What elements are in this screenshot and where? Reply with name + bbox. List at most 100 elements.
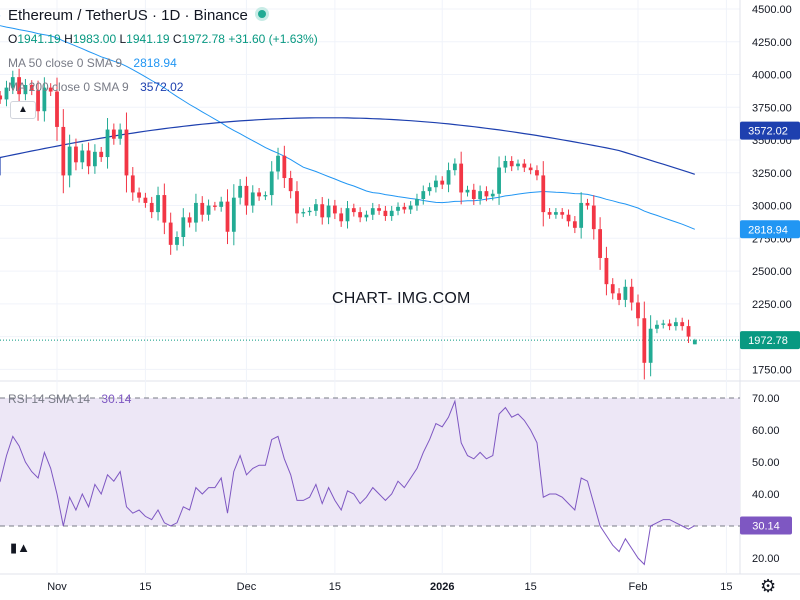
candle-body (408, 205, 413, 210)
market-status-dot (257, 10, 266, 18)
price-label-box (740, 331, 800, 350)
candle-body (471, 189, 476, 199)
settings-gear-button[interactable]: ⚙ (760, 576, 776, 597)
candle-body (667, 323, 672, 327)
ma200-legend[interactable]: MA 200 close 0 SMA 9 3572.02 (8, 80, 183, 94)
candle-body (194, 202, 198, 223)
rsi-legend[interactable]: RSI 14 SMA 14 30.14 (8, 392, 131, 406)
candle-body (642, 318, 647, 363)
rsi-tick-label: 50.00 (752, 457, 780, 469)
ma200-label: MA 200 close 0 SMA 9 (8, 80, 129, 94)
candle-body (86, 150, 91, 167)
ma50-line (0, 15, 695, 230)
candle-body (572, 221, 577, 228)
candle-body (4, 87, 9, 100)
candle-body (383, 210, 388, 217)
candle-body (181, 217, 186, 237)
price-tick-label: 3000.00 (752, 201, 792, 213)
rsi-band (0, 398, 740, 526)
rsi-line (0, 399, 696, 566)
candle-body (623, 286, 628, 300)
ma50-legend[interactable]: MA 50 close 0 SMA 9 2818.94 (8, 56, 177, 70)
candle-body (118, 129, 123, 139)
candle-body (440, 180, 445, 185)
candle-body (389, 210, 394, 217)
candle-body (598, 229, 603, 258)
candle-body (206, 205, 211, 215)
candle-body (434, 180, 438, 188)
candle-body (36, 90, 40, 112)
candle-body (149, 202, 154, 213)
candle-body (566, 214, 571, 222)
candle-body (648, 328, 653, 363)
candle-body (452, 163, 457, 171)
candle-body (686, 326, 691, 337)
candle-body (99, 151, 104, 158)
candle-body (541, 175, 546, 213)
candle-body (130, 175, 135, 193)
candle-body (459, 163, 464, 193)
candle-body (351, 208, 356, 213)
price-tick-label: 3250.00 (752, 168, 792, 180)
candle-body (10, 77, 15, 88)
candle-body (636, 302, 640, 319)
candle-body (490, 193, 495, 197)
candle-body (187, 217, 192, 223)
price-labels: 3572.02 2818.94 1972.78 30.14 (740, 121, 800, 535)
change-value: +31.60 (+1.63%) (228, 32, 318, 46)
candle-body (23, 85, 28, 95)
candle-body (377, 208, 381, 211)
candle-body (579, 202, 584, 228)
symbol-title[interactable]: Ethereum / TetherUS · 1D · Binance (8, 7, 266, 24)
candle-body (497, 167, 501, 194)
candle-body (478, 191, 483, 199)
candles (0, 68, 697, 380)
candle-body (661, 323, 666, 325)
candle-body (80, 150, 85, 163)
watermark: CHART- IMG.COM (332, 290, 471, 307)
ma50-value: 2818.94 (133, 56, 177, 70)
tradingview-logo[interactable]: ▮▲ (10, 540, 38, 560)
time-tick-label: Nov (47, 581, 67, 593)
candle-body (250, 192, 255, 206)
candle-body (282, 155, 287, 179)
candle-body (244, 185, 249, 206)
collapse-legend-button[interactable]: ▲ (10, 101, 36, 119)
candle-body (17, 77, 22, 95)
candle-body (516, 163, 520, 167)
candle-body (92, 151, 97, 167)
candle-body (339, 213, 344, 222)
rsi-pane (0, 397, 740, 566)
candle-body (655, 324, 659, 329)
candle-body (156, 195, 160, 213)
price-axis[interactable]: 1750.002000.002250.002500.002750.003000.… (752, 4, 792, 565)
candle-body (560, 212, 565, 215)
rsi-tick-label: 20.00 (752, 553, 780, 565)
candle-body (370, 208, 375, 215)
candle-body (168, 222, 173, 245)
candle-body (137, 192, 141, 198)
price-tick-label: 3750.00 (752, 102, 792, 114)
rsi-tick-label: 40.00 (752, 489, 780, 501)
candle-body (415, 199, 419, 206)
candle-body (55, 91, 59, 127)
candle-body (345, 208, 350, 222)
candle-body (364, 214, 369, 218)
candle-body (396, 206, 400, 211)
ma200-line (0, 117, 695, 176)
low-label: L (119, 32, 127, 46)
candle-body (617, 293, 621, 300)
candle-body (263, 195, 268, 197)
candle-body (465, 189, 470, 193)
price-tick-label: 2500.00 (752, 266, 792, 278)
gear-icon: ⚙ (760, 576, 777, 596)
rsi-label: RSI 14 SMA 14 (8, 392, 91, 406)
high-label: H (64, 32, 73, 46)
time-axis[interactable]: Nov 15 Dec 15 2026 15 Feb 15 (47, 581, 732, 593)
open-label: O (8, 32, 18, 46)
close-label: C (172, 32, 182, 46)
candle-body (680, 322, 685, 327)
candle-body (314, 204, 318, 211)
candle-body (484, 191, 489, 197)
price-tick-label: 4000.00 (752, 70, 792, 82)
